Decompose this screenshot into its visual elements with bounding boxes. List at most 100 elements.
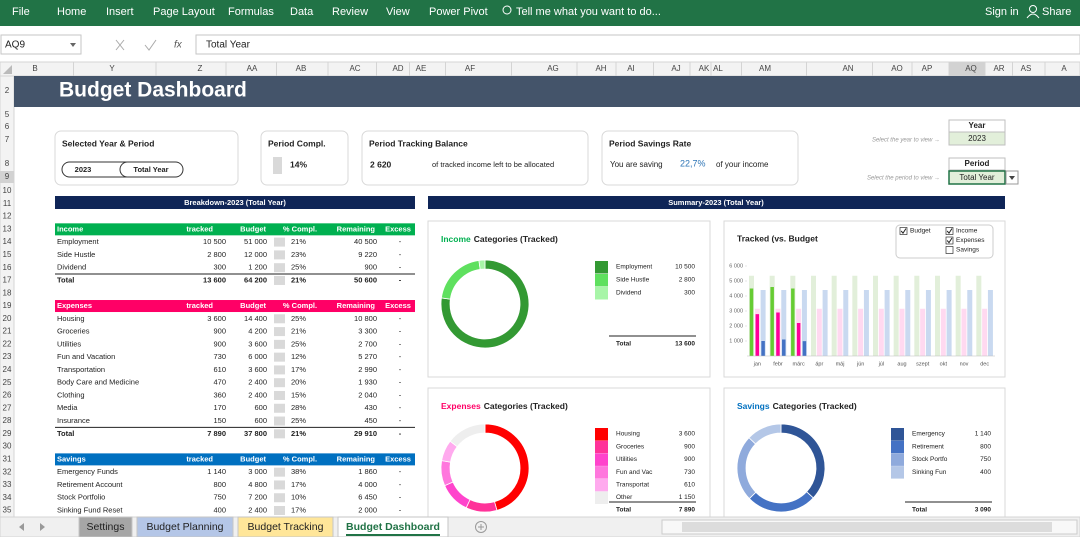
row-header: 28 [3,416,12,425]
legend-value: 400 [980,469,991,476]
sign-in[interactable]: Sign in [985,6,1019,18]
sheet-tab-label[interactable]: Budget Dashboard [346,521,440,533]
completion-cell-bar [274,352,285,362]
table-cell: - [399,339,402,348]
row-header: 20 [3,314,12,323]
row-header: 27 [3,403,12,412]
table-cell: 300 [213,263,226,272]
legend-label: Sinking Fun [912,469,947,476]
checkbox[interactable] [945,236,954,245]
ribbon-tab[interactable]: Home [57,6,86,18]
sheet-tab-label[interactable]: Budget Planning [146,521,223,533]
ribbon-tab[interactable]: Data [290,6,314,18]
budget-bar [925,290,931,356]
card-value: 2 620 [370,159,392,169]
period-value[interactable]: Total Year [959,173,994,182]
column-header: AH [595,64,606,73]
budget-bar [843,290,849,356]
add-sheet-plus [478,524,484,530]
y-tick-label: 2 000 [729,323,743,329]
legend-label: Income [956,228,978,235]
checkbox[interactable] [899,227,908,235]
dropdown-arrow [1009,176,1015,180]
tell-me[interactable]: Tell me what you want to do... [516,6,661,18]
table-cell: 2 400 [248,505,267,514]
table-cell: 12% [291,352,306,361]
column-header: AA [247,64,258,73]
ribbon-tab[interactable]: Insert [106,6,134,18]
table-cell: 3 300 [358,327,377,336]
period-cell[interactable] [948,170,1006,185]
sheet-tab-label[interactable]: Budget Tracking [248,521,324,533]
name-box-text[interactable]: AQ9 [5,40,25,51]
budget-bar [781,290,787,356]
card [361,130,589,186]
ribbon-tab[interactable]: File [12,6,30,18]
row-header: 21 [3,327,12,336]
y-tick-label: 6 000 [729,263,743,269]
table-cell: 25% [291,263,306,272]
budget-bar [863,290,869,356]
sheet-tab-label[interactable]: Settings [87,521,125,533]
table-cell: - [399,403,402,412]
budget-bar [801,290,807,356]
legend-value: 2 800 [679,277,696,284]
ribbon-tab[interactable]: View [386,6,410,18]
x-tick-label: okt [940,361,948,367]
table-header-cell: Budget [240,301,266,310]
insert-function[interactable]: fx [174,40,183,51]
lightbulb-icon [502,5,512,15]
table-cell: 50 600 [354,275,377,284]
h-scroll-thumb[interactable] [682,522,1052,532]
budget-bar [811,275,816,356]
row-header: 17 [3,276,12,285]
budget-bar [967,290,973,356]
ribbon-tab[interactable]: Page Layout [153,6,215,18]
budget-bar [878,308,884,356]
share[interactable]: Share [1042,6,1071,18]
sheet-tab[interactable] [136,516,234,537]
add-sheet[interactable] [475,521,487,533]
table-cell: - [399,390,402,399]
row-header: 12 [3,212,12,221]
chart-title-highlight: Expenses [441,401,481,411]
table-cell: 1 930 [358,378,377,387]
ribbon-tab[interactable]: Formulas [228,6,274,18]
table-cell: - [399,480,402,489]
table-cell: 21% [291,327,306,336]
ribbon-tab[interactable]: Power Pivot [429,6,488,18]
x-tick-label: ápr [815,361,823,367]
legend-label: Utilities [616,456,638,463]
sheet-tab[interactable] [337,516,449,537]
table-cell: 10 800 [354,314,377,323]
sheet-tab[interactable] [78,516,133,537]
table-cell: - [399,365,402,374]
checkbox[interactable] [945,246,954,254]
completion-cell-bar [274,506,285,515]
table-header-cell: tracked [186,454,213,463]
bar [749,288,754,356]
row-header: 13 [3,224,12,233]
table-cell: - [399,263,402,272]
year-cell[interactable] [948,131,1006,146]
sheet-tab[interactable] [237,516,334,537]
card-value: 14% [290,159,307,169]
table-cell: 17% [291,365,306,374]
total-value: 3 090 [975,507,992,514]
name-box[interactable] [0,34,82,55]
nav-next[interactable] [40,523,45,531]
year-value[interactable]: 2023 [968,134,986,143]
chart-title: Expenses Categories (Tracked) [441,401,568,411]
table-cell: - [399,237,402,246]
checkbox[interactable] [945,227,954,235]
table-cell: 6 450 [358,493,377,502]
column-header: AL [713,64,723,73]
completion-cell-bar [274,237,285,247]
completion-cell-bar [274,480,285,490]
table-header-cell: Remaining [337,301,376,310]
ribbon-tab[interactable]: Review [332,6,368,18]
table-cell: Retirement Account [57,480,123,489]
nav-prev[interactable] [19,523,24,531]
share-icon-body [1026,13,1040,19]
table-cell: 1 140 [207,467,226,476]
